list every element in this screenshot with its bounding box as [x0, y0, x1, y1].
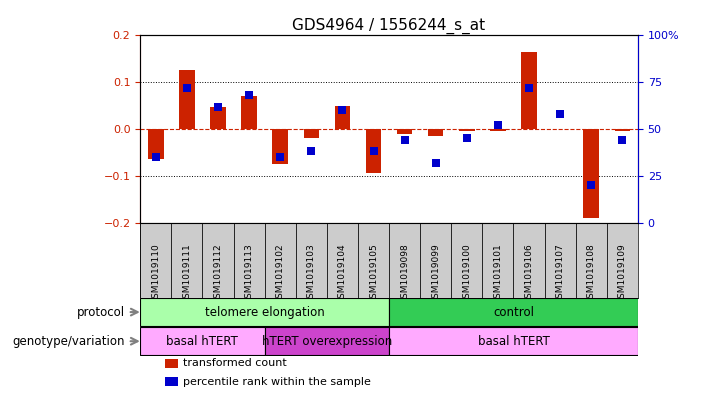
- Point: [212, 103, 224, 110]
- Bar: [140, 327, 265, 355]
- Text: telomere elongation: telomere elongation: [205, 306, 325, 319]
- Text: protocol: protocol: [77, 306, 125, 319]
- Bar: [179, 70, 195, 129]
- Point: [399, 137, 410, 143]
- Point: [617, 137, 628, 143]
- Text: basal hTERT: basal hTERT: [166, 335, 238, 348]
- Bar: [490, 129, 505, 131]
- Bar: [273, 129, 288, 164]
- Bar: [304, 129, 319, 138]
- Bar: [334, 106, 350, 129]
- Point: [430, 160, 442, 166]
- Bar: [420, 222, 451, 298]
- Point: [461, 135, 472, 141]
- Bar: [233, 222, 265, 298]
- Point: [243, 92, 254, 98]
- Text: control: control: [493, 306, 534, 319]
- Point: [554, 111, 566, 117]
- Bar: [607, 222, 638, 298]
- Point: [336, 107, 348, 114]
- Bar: [522, 52, 537, 129]
- Bar: [583, 129, 599, 218]
- Point: [368, 148, 379, 154]
- Bar: [171, 222, 203, 298]
- Bar: [459, 129, 475, 131]
- Bar: [148, 129, 163, 160]
- Text: genotype/variation: genotype/variation: [13, 335, 125, 348]
- Bar: [389, 222, 420, 298]
- Text: basal hTERT: basal hTERT: [477, 335, 550, 348]
- Bar: [265, 222, 296, 298]
- Bar: [389, 327, 638, 355]
- Point: [275, 154, 286, 160]
- Bar: [389, 298, 638, 326]
- Point: [306, 148, 317, 154]
- Bar: [165, 359, 177, 368]
- Bar: [241, 96, 257, 129]
- Bar: [358, 222, 389, 298]
- Point: [150, 154, 161, 160]
- Bar: [210, 107, 226, 129]
- Bar: [513, 222, 545, 298]
- Bar: [397, 129, 412, 134]
- Bar: [140, 298, 389, 326]
- Bar: [140, 222, 171, 298]
- Bar: [165, 377, 177, 386]
- Bar: [545, 222, 576, 298]
- Bar: [366, 129, 381, 173]
- Bar: [327, 222, 358, 298]
- Point: [492, 122, 503, 129]
- Bar: [265, 327, 389, 355]
- Point: [585, 182, 597, 188]
- Title: GDS4964 / 1556244_s_at: GDS4964 / 1556244_s_at: [292, 18, 486, 34]
- Bar: [576, 222, 607, 298]
- Text: percentile rank within the sample: percentile rank within the sample: [182, 377, 370, 387]
- Bar: [428, 129, 444, 136]
- Bar: [482, 222, 513, 298]
- Bar: [615, 129, 630, 131]
- Point: [182, 84, 193, 91]
- Text: hTERT overexpression: hTERT overexpression: [261, 335, 392, 348]
- Text: transformed count: transformed count: [182, 358, 286, 368]
- Point: [524, 84, 535, 91]
- Bar: [296, 222, 327, 298]
- Bar: [203, 222, 233, 298]
- Bar: [451, 222, 482, 298]
